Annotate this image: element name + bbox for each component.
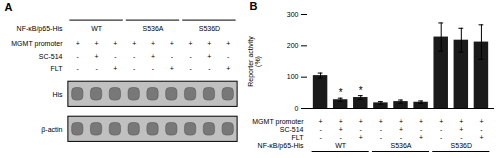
svg-text:NF-κB/p65-His: NF-κB/p65-His xyxy=(17,25,63,33)
svg-text:+: + xyxy=(151,40,155,47)
svg-text:-: - xyxy=(480,126,483,133)
svg-text:β-actin: β-actin xyxy=(41,126,62,134)
svg-text:+: + xyxy=(479,118,483,125)
svg-text:+: + xyxy=(399,126,403,133)
svg-text:-: - xyxy=(400,134,403,141)
svg-text:S536A: S536A xyxy=(390,142,411,149)
svg-text:+: + xyxy=(359,118,363,125)
svg-text:+: + xyxy=(151,53,155,60)
svg-text:100: 100 xyxy=(287,73,299,80)
svg-text:0: 0 xyxy=(295,105,299,112)
svg-text:-: - xyxy=(360,126,363,133)
svg-text:-: - xyxy=(380,126,383,133)
svg-text:+: + xyxy=(359,134,363,141)
svg-text:+: + xyxy=(419,118,423,125)
svg-text:+: + xyxy=(207,53,211,60)
svg-text:+: + xyxy=(170,40,174,47)
svg-text:WT: WT xyxy=(91,25,103,32)
svg-text:+: + xyxy=(226,65,230,72)
svg-text:NF-κB/p65-His: NF-κB/p65-His xyxy=(258,142,304,150)
svg-text:-: - xyxy=(95,65,98,72)
svg-text:-: - xyxy=(152,65,155,72)
svg-text:His: His xyxy=(52,91,63,98)
svg-text:FLT: FLT xyxy=(292,134,305,141)
svg-text:-: - xyxy=(189,53,192,60)
svg-text:-: - xyxy=(189,65,192,72)
svg-text:A: A xyxy=(5,1,13,13)
svg-text:+: + xyxy=(419,134,423,141)
svg-text:S536D: S536D xyxy=(451,142,472,149)
svg-text:-: - xyxy=(77,65,80,72)
svg-text:WT: WT xyxy=(335,142,347,149)
svg-text:+: + xyxy=(379,118,383,125)
svg-text:+: + xyxy=(76,40,80,47)
svg-text:FLT: FLT xyxy=(51,65,64,72)
svg-text:-: - xyxy=(420,126,423,133)
svg-text:-: - xyxy=(380,134,383,141)
svg-text:-: - xyxy=(460,134,463,141)
svg-text:+: + xyxy=(339,118,343,125)
svg-text:-: - xyxy=(340,134,343,141)
svg-text:+: + xyxy=(459,126,463,133)
svg-text:-: - xyxy=(440,134,443,141)
svg-text:SC-514: SC-514 xyxy=(39,53,63,60)
svg-text:-: - xyxy=(440,126,443,133)
svg-text:+: + xyxy=(226,40,230,47)
svg-text:S536A: S536A xyxy=(142,25,163,32)
svg-text:+: + xyxy=(339,126,343,133)
svg-text:+: + xyxy=(439,118,443,125)
svg-text:+: + xyxy=(132,40,136,47)
svg-text:*: * xyxy=(359,85,363,96)
svg-text:+: + xyxy=(207,40,211,47)
svg-text:Reporter activity(%): Reporter activity(%) xyxy=(247,36,262,87)
svg-text:+: + xyxy=(189,40,193,47)
svg-text:SC-514: SC-514 xyxy=(280,126,304,133)
svg-text:-: - xyxy=(114,53,117,60)
svg-text:-: - xyxy=(227,53,230,60)
svg-text:+: + xyxy=(170,65,174,72)
svg-text:S536D: S536D xyxy=(199,25,220,32)
svg-text:-: - xyxy=(77,53,80,60)
svg-text:+: + xyxy=(113,40,117,47)
svg-text:+: + xyxy=(399,118,403,125)
svg-text:MGMT promoter: MGMT promoter xyxy=(11,40,63,48)
svg-text:B: B xyxy=(250,0,258,12)
svg-text:-: - xyxy=(208,65,211,72)
svg-text:-: - xyxy=(319,134,322,141)
svg-text:+: + xyxy=(459,118,463,125)
svg-text:MGMT promoter: MGMT promoter xyxy=(252,118,304,126)
svg-text:-: - xyxy=(319,126,322,133)
svg-text:-: - xyxy=(133,53,136,60)
svg-text:+: + xyxy=(319,118,323,125)
svg-text:+: + xyxy=(95,40,99,47)
svg-text:+: + xyxy=(95,53,99,60)
svg-text:200: 200 xyxy=(287,42,299,49)
svg-text:-: - xyxy=(133,65,136,72)
svg-text:+: + xyxy=(113,65,117,72)
svg-text:-: - xyxy=(171,53,174,60)
svg-text:300: 300 xyxy=(287,11,299,18)
svg-text:+: + xyxy=(479,134,483,141)
svg-text:*: * xyxy=(339,87,343,98)
